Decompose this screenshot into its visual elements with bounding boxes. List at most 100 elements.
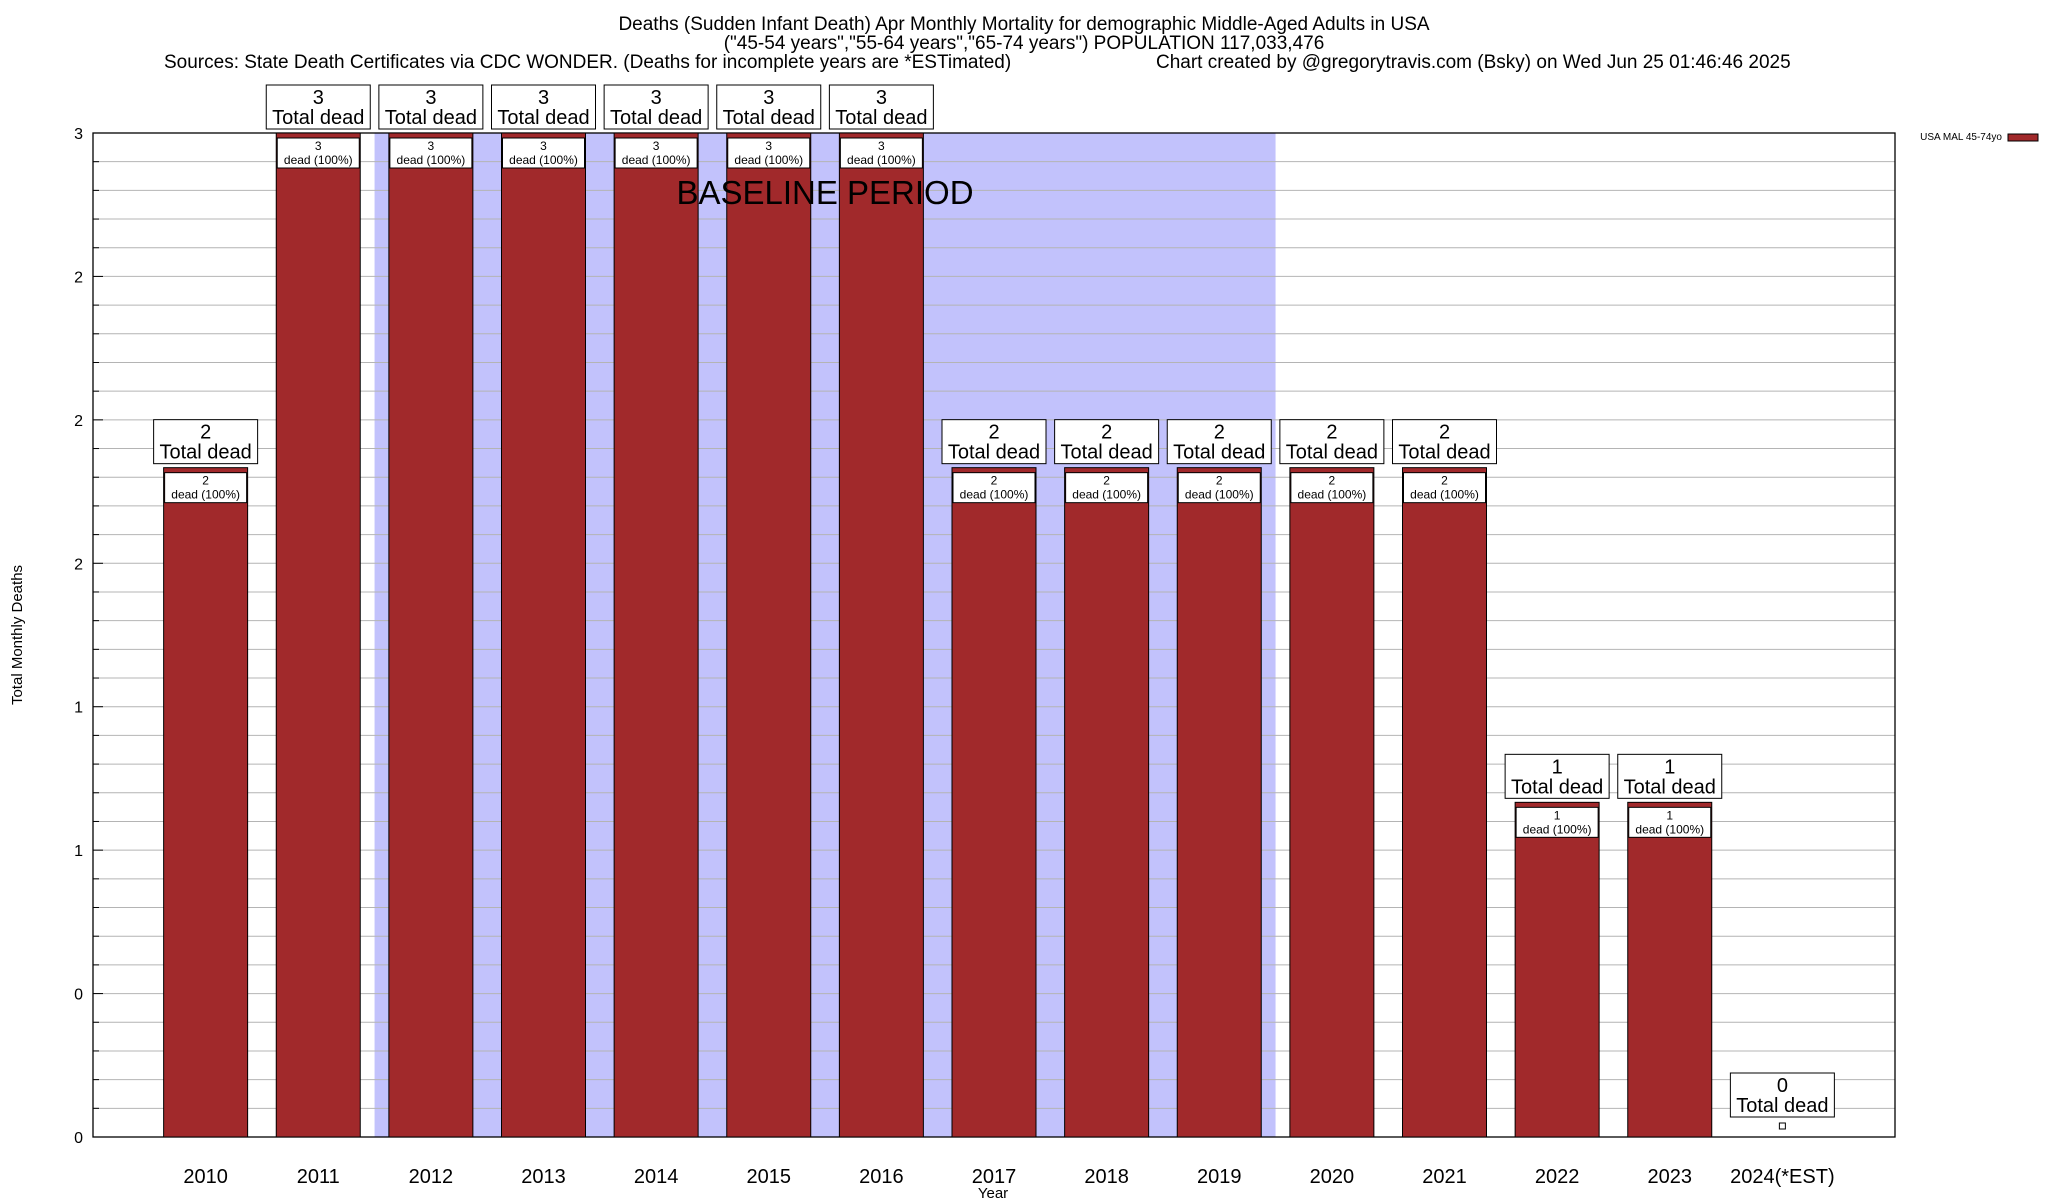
y-tick-label: 2 [74, 556, 83, 573]
bar [613, 132, 699, 1138]
total-label-value: 2 [1101, 422, 1112, 444]
chart-sources: Sources: State Death Certificates via CD… [164, 52, 1012, 73]
inner-label-box [1065, 472, 1149, 504]
inner-label-text: dead (100%) [171, 488, 240, 502]
bar [951, 467, 1037, 1138]
x-tick-label: 2024(*EST) [1730, 1166, 1835, 1188]
total-label-text: Total dead [272, 107, 364, 129]
total-label-value: 2 [1214, 422, 1225, 444]
total-label-text: Total dead [159, 442, 251, 464]
x-tick-label: 2012 [409, 1166, 454, 1188]
legend-label: USA MAL 45-74yo [1920, 132, 2002, 143]
inner-label-box [1628, 806, 1712, 838]
bar [275, 132, 361, 1138]
total-label-text: Total dead [1736, 1095, 1828, 1117]
chart-credit: Chart created by @gregorytravis.com (Bsk… [1156, 52, 1791, 73]
inner-label-text: dead (100%) [509, 153, 578, 167]
inner-label-text: dead (100%) [1298, 488, 1367, 502]
bar [1176, 467, 1262, 1138]
y-tick-label: 2 [74, 413, 83, 430]
x-tick-label: 2010 [183, 1166, 228, 1188]
bar [1064, 467, 1150, 1138]
total-label-value: 3 [651, 87, 662, 109]
total-label-value: 2 [1439, 422, 1450, 444]
chart-title-line-1: Deaths (Sudden Infant Death) Apr Monthly… [618, 14, 1430, 35]
inner-label-value: 3 [765, 139, 772, 153]
total-label-text: Total dead [385, 107, 477, 129]
inner-label-value: 2 [991, 474, 998, 488]
inner-label-text: dead (100%) [622, 153, 691, 167]
total-label-value: 2 [200, 422, 211, 444]
inner-label-text: dead (100%) [734, 153, 803, 167]
inner-label-box [614, 137, 698, 169]
total-label-box [491, 84, 596, 130]
total-label-value: 2 [988, 422, 999, 444]
x-tick-label: 2020 [1310, 1166, 1355, 1188]
inner-label-value: 2 [1329, 474, 1336, 488]
x-tick-label: 2019 [1197, 1166, 1242, 1188]
x-tick-label: 2023 [1648, 1166, 1693, 1188]
legend-swatch [2007, 133, 2039, 142]
bar [1627, 801, 1713, 1138]
chart-title-line-2: ("45-54 years","55-64 years","65-74 year… [723, 33, 1325, 54]
total-label-value: 3 [425, 87, 436, 109]
bar [1514, 801, 1600, 1138]
x-tick-label: 2011 [297, 1166, 340, 1188]
total-label-text: Total dead [497, 107, 589, 129]
baseline-period-label: BASELINE PERIOD [676, 174, 973, 211]
x-tick-label: 2014 [634, 1166, 679, 1188]
inner-label-box [1177, 472, 1261, 504]
inner-label-box [1290, 472, 1374, 504]
inner-label-value: 2 [1441, 474, 1448, 488]
legend: USA MAL 45-74yo [1920, 132, 2039, 143]
y-tick-label: 1 [74, 700, 83, 717]
inner-label-box [502, 137, 585, 169]
total-label-box [1617, 753, 1723, 799]
inner-label-value: 3 [653, 139, 660, 153]
total-label-text: Total dead [1511, 776, 1603, 798]
x-tick-label: 2017 [972, 1166, 1017, 1188]
inner-label-text: dead (100%) [1410, 488, 1479, 502]
inner-label-text: dead (100%) [284, 153, 353, 167]
total-label-text: Total dead [1398, 442, 1490, 464]
inner-label-box [276, 137, 360, 169]
total-label-box [941, 419, 1047, 465]
total-label-box [265, 84, 371, 130]
inner-label-value: 3 [428, 139, 435, 153]
x-tick-label: 2016 [859, 1166, 904, 1188]
total-label-text: Total dead [1173, 442, 1265, 464]
y-tick-label: 2 [74, 269, 83, 286]
total-label-value: 2 [1326, 422, 1337, 444]
x-axis-label: Year [978, 1185, 1008, 1200]
total-label-box [1166, 419, 1272, 465]
x-tick-label: 2015 [747, 1166, 792, 1188]
inner-label-text: dead (100%) [960, 488, 1029, 502]
bar [726, 132, 812, 1138]
bar [501, 132, 586, 1138]
total-label-text: Total dead [1286, 442, 1378, 464]
inner-label-value: 2 [202, 474, 209, 488]
inner-label-value: 1 [1666, 808, 1673, 822]
x-tick-label: 2013 [521, 1166, 566, 1188]
total-label-text: Total dead [1624, 776, 1716, 798]
y-tick-label: 0 [74, 987, 83, 1004]
inner-label-value: 3 [540, 139, 547, 153]
y-tick-label: 3 [74, 126, 83, 143]
total-label-box [1392, 419, 1497, 465]
inner-label-value: 2 [1103, 474, 1110, 488]
x-tick-label: 2018 [1084, 1166, 1129, 1188]
total-label-text: Total dead [835, 107, 927, 129]
x-tick-label: 2022 [1535, 1166, 1580, 1188]
inner-label-value: 3 [315, 139, 322, 153]
inner-label-box [727, 137, 811, 169]
inner-label-text: dead (100%) [1072, 488, 1141, 502]
inner-label-box [839, 137, 923, 169]
inner-label-box [1515, 806, 1599, 838]
bar [838, 132, 924, 1138]
total-label-text: Total dead [1060, 442, 1152, 464]
total-label-value: 3 [876, 87, 887, 109]
inner-label-box [389, 137, 473, 169]
y-tick-label: 0 [74, 1130, 83, 1147]
bar [1289, 467, 1375, 1138]
